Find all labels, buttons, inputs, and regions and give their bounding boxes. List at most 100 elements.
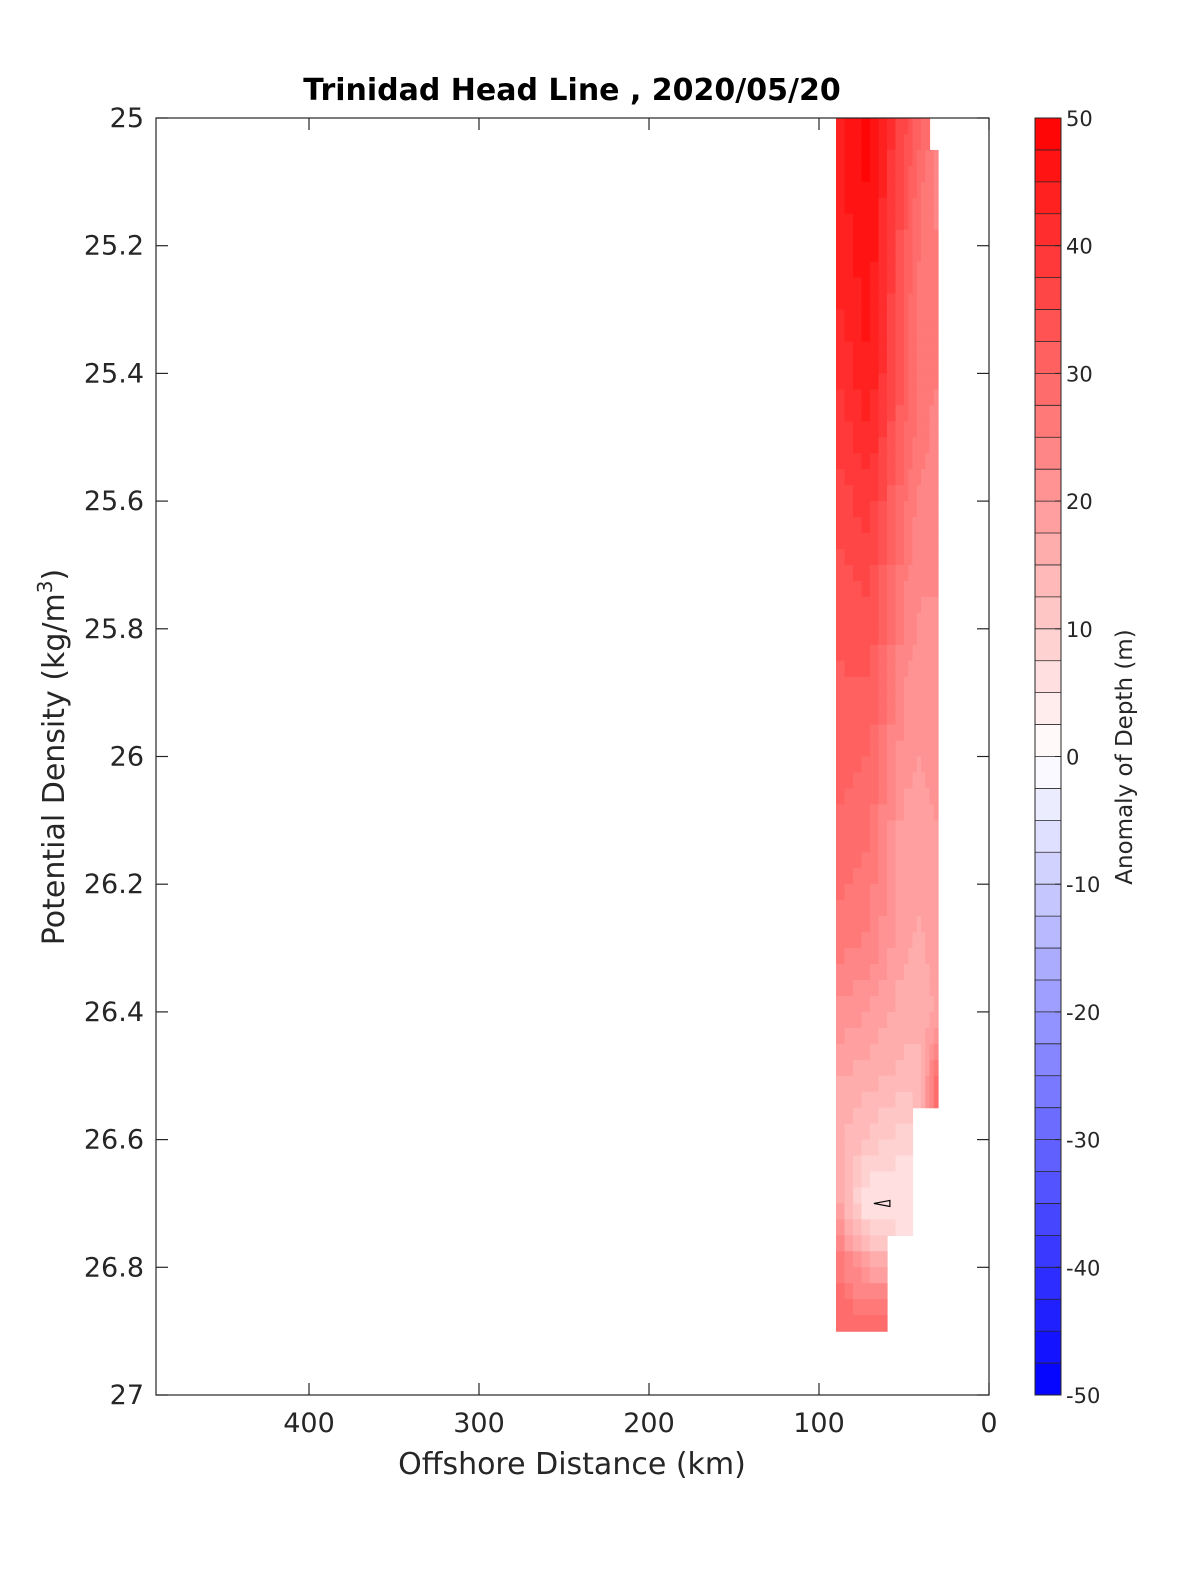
heatmap-cell <box>844 756 854 774</box>
heatmap-cell <box>878 533 888 550</box>
heatmap-cell <box>912 485 918 502</box>
heatmap-cell <box>929 852 935 869</box>
heatmap-cell <box>853 261 863 279</box>
heatmap-cell <box>895 453 905 470</box>
heatmap-cell <box>887 995 897 1013</box>
heatmap-cell <box>933 229 939 247</box>
heatmap-cell <box>870 708 880 726</box>
heatmap-cell <box>933 995 939 1013</box>
heatmap-cell <box>929 213 935 231</box>
heatmap-cell <box>916 724 922 742</box>
heatmap-cell <box>844 612 854 630</box>
heatmap-cell <box>921 916 926 933</box>
heatmap-cell <box>933 197 939 215</box>
heatmap-cell <box>861 149 871 167</box>
heatmap-cell <box>853 341 863 359</box>
heatmap-cell <box>844 1299 854 1316</box>
heatmap-cell <box>836 437 846 454</box>
heatmap-cell <box>895 277 905 295</box>
heatmap-cell <box>853 197 863 215</box>
heatmap-cell <box>836 181 846 199</box>
heatmap-cell <box>895 165 905 183</box>
heatmap-cell <box>925 676 931 694</box>
heatmap-cell <box>933 469 939 486</box>
heatmap-cell <box>921 1011 926 1029</box>
heatmap-cell <box>853 916 863 933</box>
heatmap-cell <box>878 1267 888 1284</box>
heatmap-cell <box>878 995 888 1013</box>
heatmap-cell <box>870 756 880 774</box>
heatmap-cell <box>921 325 926 343</box>
heatmap-cell <box>895 948 905 965</box>
heatmap-cell <box>861 644 871 662</box>
heatmap-cell <box>844 1027 854 1045</box>
heatmap-cell <box>895 1155 905 1173</box>
heatmap-cell <box>844 932 854 949</box>
heatmap-cell <box>895 820 905 837</box>
heatmap-cell <box>861 660 871 678</box>
heatmap-cell <box>908 932 914 949</box>
heatmap-cell <box>870 341 880 359</box>
heatmap-cell <box>836 804 846 821</box>
heatmap-cell <box>933 277 939 295</box>
heatmap-cell <box>870 485 880 502</box>
heatmap-cell <box>836 1107 846 1125</box>
heatmap-cell <box>853 453 863 470</box>
heatmap-cell <box>878 564 888 582</box>
heatmap-cell <box>887 309 897 327</box>
heatmap-cell <box>925 916 931 933</box>
heatmap-cell <box>921 453 926 470</box>
heatmap-cell <box>836 852 846 869</box>
heatmap-cell <box>933 1027 939 1045</box>
heatmap-cell <box>916 612 922 630</box>
heatmap-cell <box>925 405 931 422</box>
heatmap-cell <box>836 836 846 853</box>
colorbar-level <box>1035 373 1061 406</box>
heatmap-cell <box>912 501 918 518</box>
heatmap-cell <box>844 1107 854 1125</box>
heatmap-cell <box>916 325 922 343</box>
heatmap-cell <box>916 1011 922 1029</box>
heatmap-cell <box>887 548 897 566</box>
heatmap-cell <box>870 740 880 758</box>
heatmap-cell <box>933 788 939 805</box>
heatmap-cell <box>836 1155 846 1173</box>
heatmap-cell <box>861 1059 871 1077</box>
heatmap-cell <box>836 341 846 359</box>
heatmap-cell <box>912 1059 918 1077</box>
heatmap-cell <box>921 932 926 949</box>
heatmap-cell <box>912 724 918 742</box>
heatmap-cell <box>921 373 926 390</box>
heatmap-cell <box>908 341 914 359</box>
heatmap-cell <box>887 580 897 598</box>
heatmap-cell <box>925 341 931 359</box>
heatmap-cell <box>844 1075 854 1093</box>
heatmap-cell <box>904 357 909 374</box>
colorbar-tick-label: 0 <box>1066 746 1079 770</box>
heatmap-cell <box>904 772 909 790</box>
heatmap-cell <box>887 133 897 151</box>
heatmap-cell <box>908 948 914 965</box>
heatmap-cell <box>878 501 888 518</box>
heatmap-cell <box>904 1091 909 1109</box>
heatmap-cell <box>904 836 909 853</box>
heatmap-cell <box>904 453 909 470</box>
heatmap-cell <box>912 979 918 997</box>
colorbar-level <box>1035 181 1061 215</box>
heatmap-cell <box>929 341 935 359</box>
heatmap-cell <box>836 245 846 263</box>
heatmap-cell <box>929 165 935 183</box>
heatmap-cell <box>921 676 926 694</box>
heatmap-cell <box>878 1219 888 1236</box>
heatmap-cell <box>861 724 871 742</box>
heatmap-cell <box>908 900 914 917</box>
heatmap-cell <box>904 501 909 518</box>
heatmap-cell <box>921 948 926 965</box>
colorbar-level <box>1035 979 1061 1013</box>
heatmap-cell <box>878 740 888 758</box>
heatmap-cell <box>844 964 854 981</box>
heatmap-cell <box>878 309 888 327</box>
heatmap-cell <box>836 261 846 279</box>
heatmap-cell <box>921 804 926 821</box>
heatmap-cell <box>853 309 863 327</box>
